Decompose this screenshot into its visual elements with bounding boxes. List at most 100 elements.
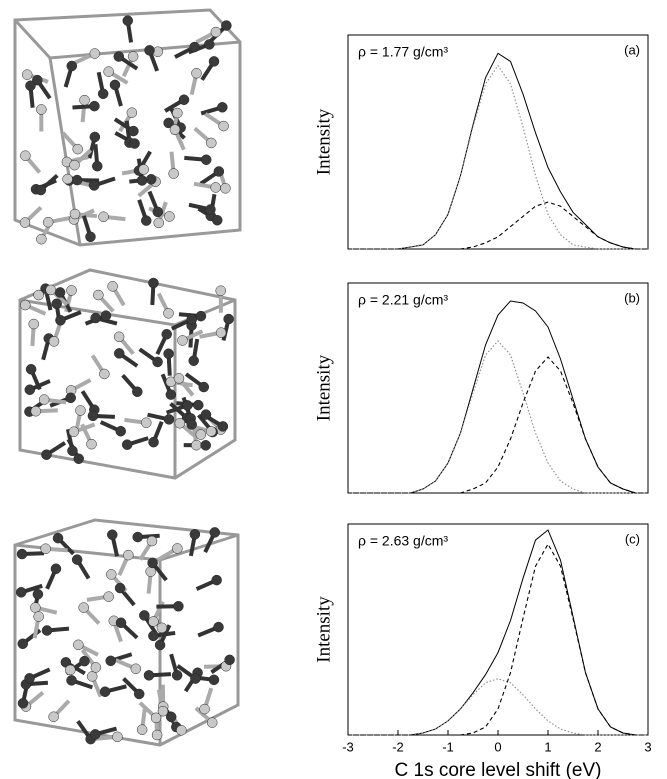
- atom: [18, 639, 28, 649]
- atom: [147, 536, 157, 546]
- atom: [220, 183, 230, 193]
- atom: [224, 314, 234, 324]
- annotation: ρ = 1.77 g/cm³: [358, 44, 448, 60]
- structure-illustrations: [15, 10, 240, 745]
- atom: [53, 533, 63, 543]
- atom: [86, 439, 96, 449]
- atom: [108, 281, 118, 291]
- atom: [199, 382, 209, 392]
- annotation: ρ = 2.63 g/cm³: [358, 533, 448, 549]
- atom: [104, 592, 114, 602]
- atom: [205, 205, 215, 215]
- atom: [20, 151, 30, 161]
- atom: [99, 369, 109, 379]
- atom: [218, 421, 228, 431]
- atom: [104, 67, 114, 77]
- atom: [36, 234, 46, 244]
- atom: [49, 712, 59, 722]
- atom: [146, 567, 156, 577]
- atom: [164, 349, 174, 359]
- atom: [34, 612, 44, 622]
- atom: [209, 675, 219, 685]
- plot-frame: [348, 35, 648, 249]
- atom: [130, 139, 140, 149]
- atom: [91, 313, 101, 323]
- atom: [88, 411, 98, 421]
- atom: [196, 430, 206, 440]
- atom: [69, 427, 79, 437]
- atom: [55, 287, 65, 297]
- atom: [176, 725, 186, 735]
- atom: [39, 395, 49, 405]
- atom: [192, 68, 202, 78]
- atom: [216, 286, 226, 296]
- atom: [80, 95, 90, 105]
- atom: [200, 704, 210, 714]
- atom: [89, 180, 99, 190]
- atom: [201, 440, 211, 450]
- atom: [112, 732, 122, 742]
- y-axis-label: Intensity: [313, 596, 334, 663]
- atom: [127, 108, 137, 118]
- atom: [214, 166, 224, 176]
- atom: [17, 549, 27, 559]
- atom: [216, 328, 226, 338]
- atom: [187, 420, 197, 430]
- atom: [73, 144, 83, 154]
- atom: [101, 311, 111, 321]
- atom: [99, 212, 109, 222]
- atom: [179, 95, 189, 105]
- atom: [51, 564, 61, 574]
- atom: [67, 675, 77, 685]
- y-axis-label: Intensity: [313, 108, 334, 175]
- atom: [211, 27, 221, 37]
- spectrum-line: [348, 301, 648, 493]
- atom: [148, 558, 158, 568]
- atom: [217, 102, 227, 112]
- atom: [33, 589, 43, 599]
- annotation: ρ = 2.21 g/cm³: [358, 292, 448, 308]
- atom: [106, 656, 116, 666]
- atom: [187, 314, 197, 324]
- atom: [49, 336, 59, 346]
- atom: [213, 622, 223, 632]
- spectrum-line: [348, 544, 648, 735]
- atom: [149, 437, 159, 447]
- atom: [173, 601, 183, 611]
- atom: [31, 406, 41, 416]
- atom: [153, 207, 163, 217]
- atom: [36, 104, 46, 114]
- atom: [26, 364, 36, 374]
- x-tick-label: -1: [442, 739, 454, 754]
- atom: [29, 319, 39, 329]
- atom: [20, 300, 30, 310]
- atom: [114, 52, 124, 62]
- spectrum-line: [348, 202, 648, 249]
- atom: [90, 729, 100, 739]
- spectrum-line: [348, 66, 648, 249]
- atom: [30, 603, 40, 613]
- panel-label: (a): [624, 42, 640, 57]
- atom: [190, 529, 200, 539]
- atom: [191, 440, 201, 450]
- atom: [116, 426, 126, 436]
- atom: [210, 527, 220, 537]
- atom: [70, 209, 80, 219]
- atom: [201, 155, 211, 165]
- atom: [207, 718, 217, 728]
- atom: [148, 278, 158, 288]
- atom: [90, 132, 100, 142]
- x-tick-label: 3: [644, 739, 651, 754]
- atom: [123, 550, 133, 560]
- atom: [155, 640, 165, 650]
- atom: [172, 543, 182, 553]
- atom: [91, 662, 101, 672]
- atom: [177, 335, 187, 345]
- atom: [182, 400, 192, 410]
- atom: [133, 532, 143, 542]
- atom: [66, 393, 76, 403]
- atom: [63, 174, 73, 184]
- atom: [137, 175, 147, 185]
- atom: [66, 285, 76, 295]
- x-tick-label: 1: [544, 739, 551, 754]
